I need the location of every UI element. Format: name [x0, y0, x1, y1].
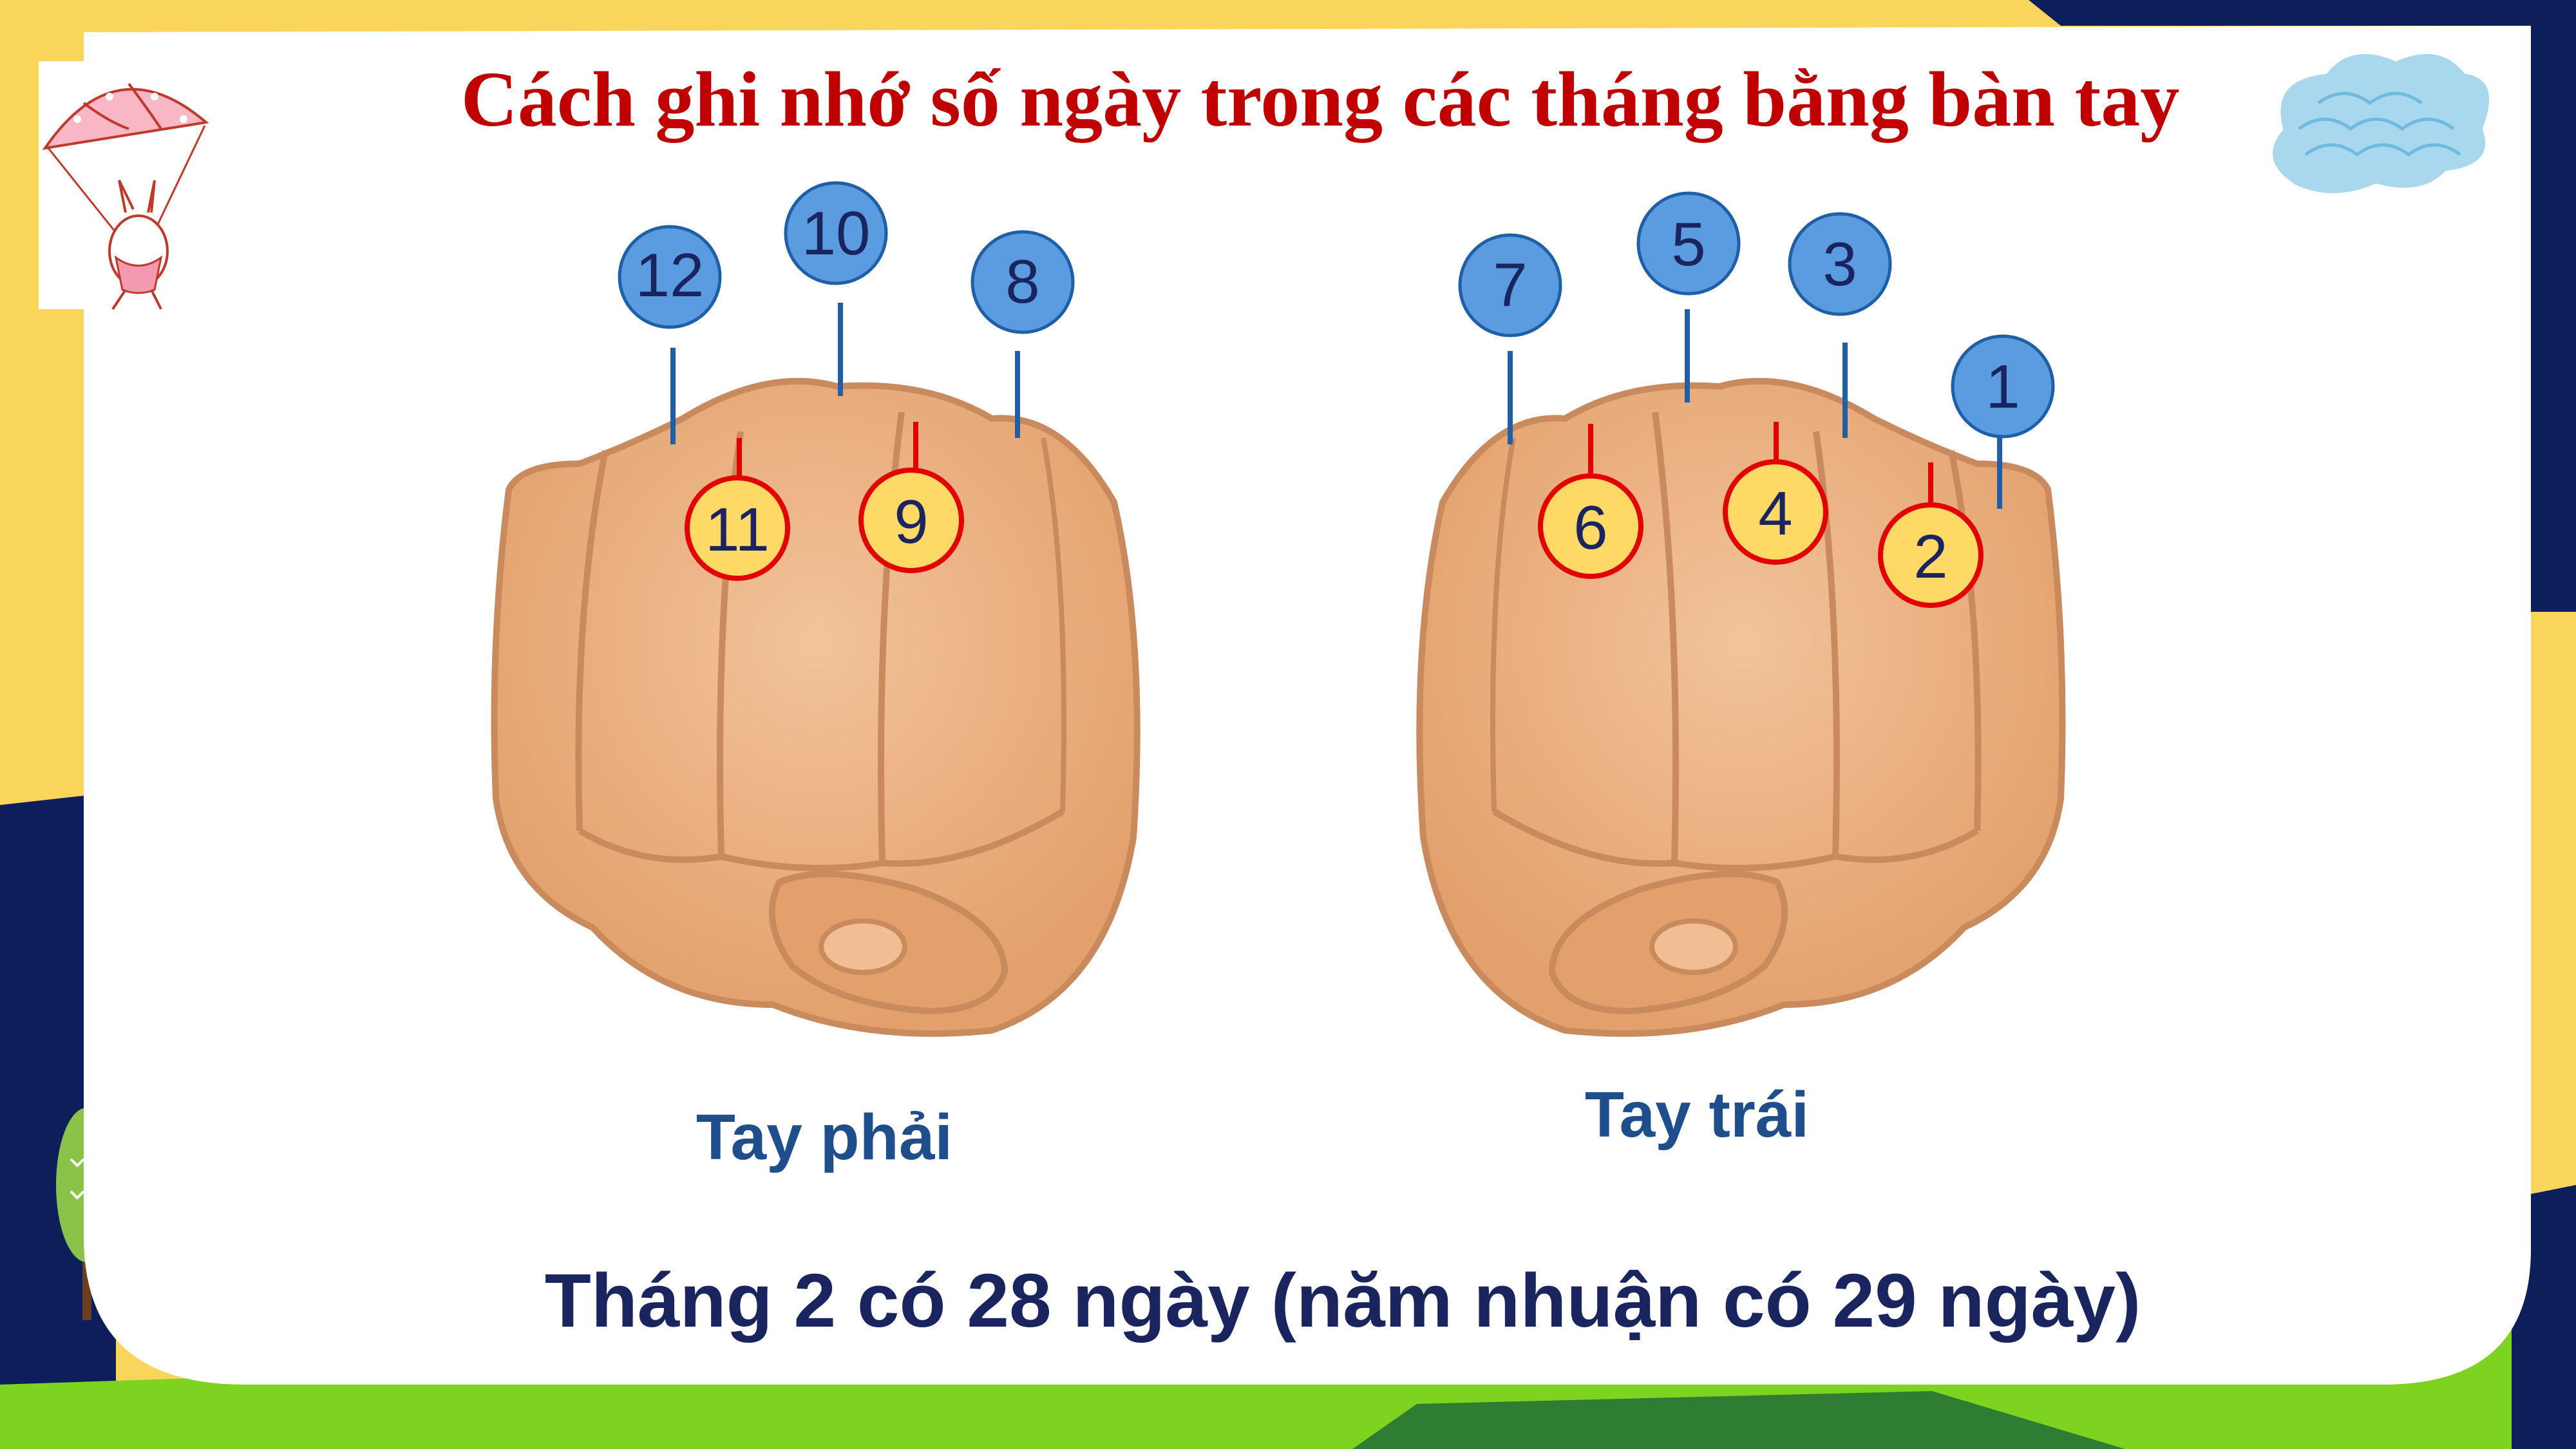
- knuckle-month-7: [1458, 233, 1562, 337]
- knuckle-month-1: [1951, 334, 2055, 439]
- knuckle-month-label: 3: [1823, 230, 1857, 299]
- knuckle-month-12: [618, 225, 722, 329]
- knuckle-month-3: [1788, 212, 1892, 316]
- right-fist: [491, 377, 1141, 1037]
- left-hand-markers: 7 5 3 1 6 4 2: [1458, 191, 2055, 608]
- knuckle-month-label: 5: [1671, 210, 1705, 279]
- knuckle-month-label: 7: [1493, 251, 1527, 319]
- gap-month-label: 4: [1758, 479, 1792, 548]
- gap-month-2: [1878, 502, 1984, 608]
- knuckle-month-10: [784, 181, 888, 285]
- gap-month-11: [685, 475, 790, 581]
- gap-month-label: 11: [705, 495, 770, 564]
- gap-month-9: [858, 468, 964, 573]
- knuckle-month-label: 12: [636, 241, 705, 310]
- cloud-icon: [2266, 47, 2496, 200]
- left-hand-label: Tay trái: [1585, 1079, 1809, 1151]
- knuckle-month-label: 8: [1005, 247, 1039, 316]
- gap-month-label: 2: [1913, 522, 1947, 591]
- gap-month-label: 6: [1573, 493, 1607, 562]
- knuckle-month-label: 1: [1985, 352, 2020, 421]
- right-hand-markers: 12 10 8 11 9: [618, 181, 1075, 581]
- gap-month-6: [1538, 473, 1643, 579]
- gap-month-label: 9: [894, 488, 928, 556]
- footer-note: Tháng 2 có 28 ngày (năm nhuận có 29 ngày…: [545, 1258, 2141, 1343]
- knuckle-month-label: 10: [802, 199, 871, 268]
- knuckle-month-5: [1636, 191, 1741, 296]
- page-title: Cách ghi nhớ số ngày trong các tháng bằn…: [461, 56, 2180, 143]
- gap-month-4: [1723, 459, 1828, 565]
- parachute-bunny-icon: [39, 61, 219, 310]
- right-hand-label: Tay phải: [696, 1101, 952, 1173]
- knuckle-month-8: [971, 230, 1075, 334]
- content-card: [84, 26, 2531, 1385]
